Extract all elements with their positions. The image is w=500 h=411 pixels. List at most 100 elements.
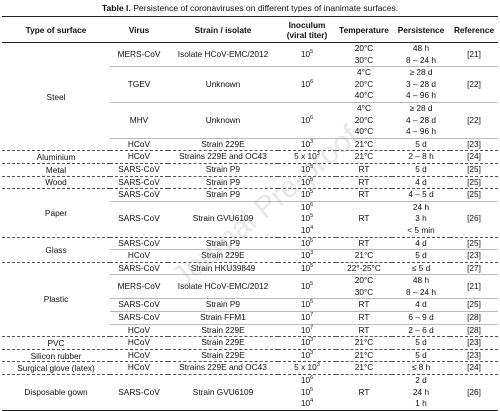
strain-cell: Strain P9	[168, 298, 278, 312]
header-line: Temperature	[339, 24, 389, 35]
persistence-cell: 5 d	[392, 162, 450, 177]
strain-cell: Strains 229E and OC43	[168, 361, 278, 375]
surface-cell: Metal	[2, 162, 110, 177]
temperature-line: RT	[358, 299, 370, 310]
temperature-line: 21°C	[354, 151, 374, 162]
virus-text: MHV	[129, 114, 149, 125]
header-line: Inoculum	[288, 19, 326, 30]
virus-cell: MERS-CoV	[110, 41, 168, 67]
inoculum-line: 105	[278, 49, 336, 61]
virus-cell: HCoV	[110, 361, 168, 375]
inoculum-base: 5 x 10	[294, 362, 317, 373]
persistence-line: 8 – 24 h	[406, 54, 436, 65]
surface-text: Metal	[45, 164, 67, 175]
inoculum-exponent: 5	[310, 213, 314, 220]
inoculum-line: 106	[278, 202, 336, 214]
inoculum-base: 10	[300, 213, 311, 224]
persistence-line: 4 d	[415, 237, 427, 248]
virus-cell: SARS-CoV	[110, 374, 168, 411]
table-row: Silicon rubber HCoV Strain 229E 103 21°C 5 d […	[2, 348, 498, 362]
persistence-line: 48 h	[412, 275, 430, 286]
reference-cell: [24]	[450, 361, 498, 375]
temperature-cell: 21°C	[336, 150, 392, 164]
reference-cell: [25]	[450, 175, 498, 189]
temperature-cell: RT	[336, 200, 392, 237]
temperature-cell: RT	[336, 236, 392, 250]
reference-cell: [27]	[450, 261, 498, 275]
inoculum-cell: 105	[278, 298, 336, 312]
strain-cell: Strain P9	[168, 162, 278, 177]
reference-text: [21]	[467, 281, 481, 292]
reference-cell: [23]	[450, 137, 498, 151]
virus-cell: MERS-CoV	[110, 274, 168, 299]
strain-cell: Unknown	[168, 66, 278, 103]
temperature-cell: RT	[336, 298, 392, 312]
strain-cell: Strain P9	[168, 236, 278, 250]
strain-cell: Strain P9	[168, 175, 278, 189]
surface-text: Wood	[45, 177, 67, 188]
table-row: HCoV Strain 229E 103 21°C 5 d [23]	[2, 137, 498, 151]
inoculum-line: 107	[278, 312, 336, 324]
reference-cell: [22]	[450, 101, 498, 139]
title-text: Persistence of coronaviruses on differen…	[133, 3, 399, 13]
inoculum-base: 10	[300, 189, 311, 200]
strain-cell: Isolate HCoV-EMC/2012	[168, 41, 278, 67]
strain-text: Strain HKU39849	[190, 262, 256, 273]
virus-text: MERS-CoV	[117, 281, 161, 292]
reference-cell: [21]	[450, 41, 498, 67]
virus-text: SARS-CoV	[118, 237, 160, 248]
persistence-line: ≤ 5 d	[411, 262, 431, 273]
virus-cell: HCoV	[110, 348, 168, 362]
reference-cell: [28]	[450, 311, 498, 325]
persistence-cell: 4 d	[392, 175, 450, 189]
inoculum-exponent: 3	[316, 151, 320, 158]
inoculum-cell: 105	[278, 274, 336, 299]
table-row: HCoV Strain 229E 103 21°C 5 d [23]	[2, 249, 498, 263]
inoculum-line: 105	[278, 263, 336, 275]
virus-cell: SARS-CoV	[110, 200, 168, 237]
reference-cell: [24]	[450, 150, 498, 164]
persistence-cell: ≤ 5 d	[392, 261, 450, 275]
header-line: Strain / isolate	[194, 24, 252, 35]
inoculum-line: 103	[278, 139, 336, 151]
persistence-line: ≥ 28 d	[409, 102, 433, 113]
temperature-cell: 22°-25°C	[336, 261, 392, 275]
inoculum-cell: 103	[278, 249, 336, 263]
strain-text: Strain P9	[205, 176, 241, 187]
virus-cell: HCoV	[110, 323, 168, 337]
inoculum-exponent: 6	[310, 114, 314, 121]
strain-text: Strain FFM1	[200, 312, 246, 323]
inoculum-line: 104	[278, 398, 336, 410]
temperature-line: 20°C	[354, 43, 374, 53]
inoculum-line: 103	[278, 250, 336, 262]
virus-text: SARS-CoV	[118, 213, 160, 224]
inoculum-cell: 105	[278, 41, 336, 67]
inoculum-cell: 5 x 103	[278, 361, 336, 375]
inoculum-exponent: 3	[310, 337, 314, 344]
temperature-line: RT	[358, 324, 370, 335]
surface-cell: Aluminium	[2, 150, 110, 164]
persistence-line: 2 – 8 h	[408, 151, 434, 162]
temperature-cell: 20°C 30°C	[336, 41, 392, 67]
virus-text: SARS-CoV	[118, 176, 160, 187]
virus-cell: SARS-CoV	[110, 188, 168, 202]
virus-cell: SARS-CoV	[110, 298, 168, 312]
temperature-cell: RT	[336, 374, 392, 411]
persistence-line: 1 h	[415, 398, 427, 409]
persistence-cell: 5 d	[392, 348, 450, 362]
temperature-cell: 4°C 20°C 40°C	[336, 66, 392, 103]
virus-text: HCoV	[127, 151, 151, 162]
inoculum-line: 105	[278, 189, 336, 201]
reference-cell: [21]	[450, 274, 498, 299]
inoculum-line: 105	[278, 177, 336, 189]
inoculum-exponent: 4	[310, 398, 314, 405]
strain-cell: Strain FFM1	[168, 311, 278, 325]
virus-cell: HCoV	[110, 249, 168, 263]
virus-text: HCoV	[127, 349, 151, 360]
table-label: Table I.	[101, 3, 131, 13]
reference-cell: [23]	[450, 348, 498, 362]
inoculum-exponent: 6	[310, 375, 314, 382]
